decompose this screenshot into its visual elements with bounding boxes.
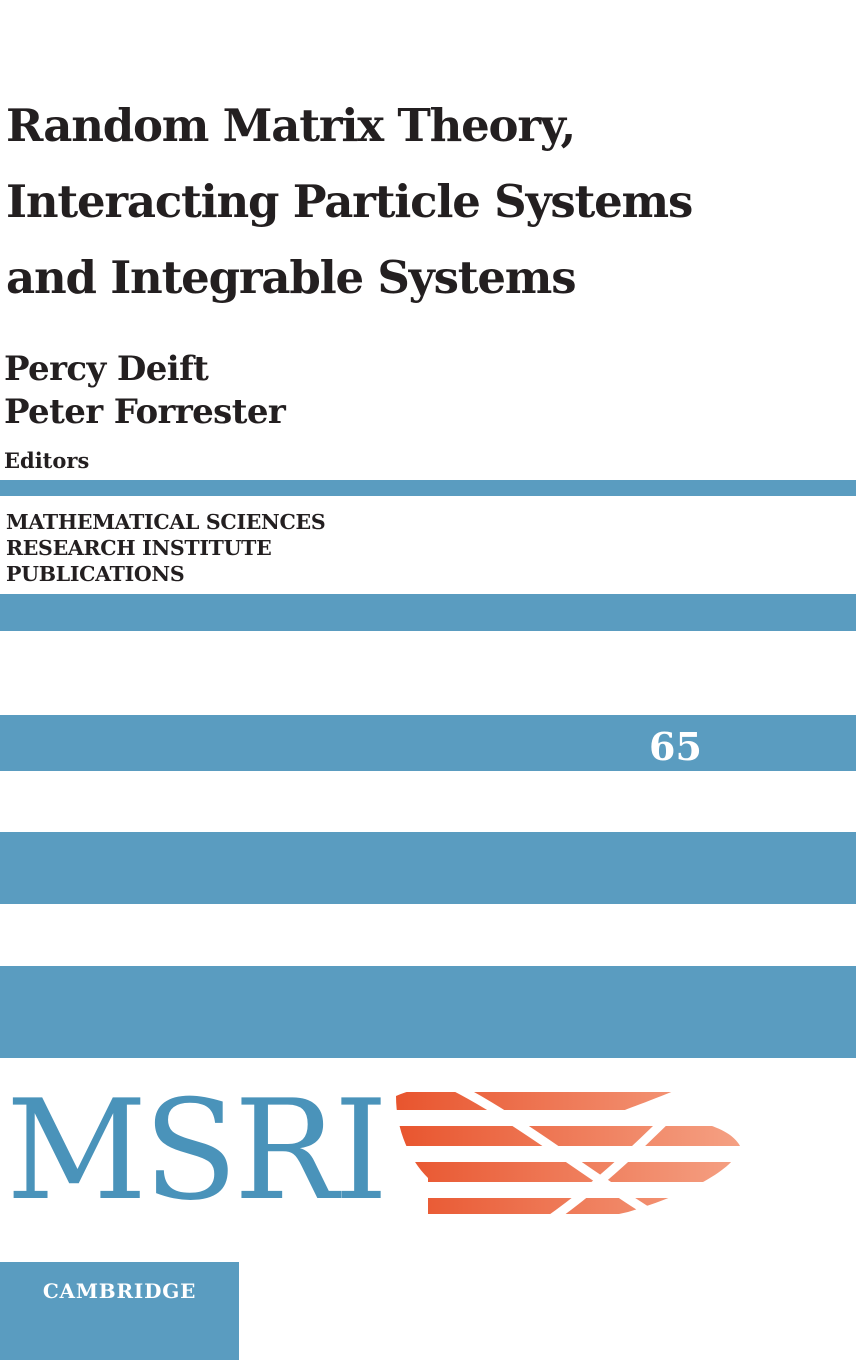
series-line-3: PUBLICATIONS — [6, 562, 185, 586]
title-line-3: and Integrable Systems — [6, 251, 577, 304]
series-line-1: MATHEMATICAL SCIENCES — [6, 510, 326, 534]
stripe-band-2 — [0, 594, 856, 631]
publisher-box — [0, 1262, 239, 1360]
editor-name-2: Peter Forrester — [4, 392, 286, 432]
editors-label: Editors — [4, 448, 90, 473]
stripe-band-3 — [0, 715, 856, 771]
editor-name-1: Percy Deift — [4, 349, 209, 389]
stripe-band-4 — [0, 832, 856, 904]
publisher-name: CAMBRIDGE — [42, 1279, 197, 1303]
stripe-band-5 — [0, 966, 856, 1058]
stripe-band-1 — [0, 480, 856, 496]
series-line-2: RESEARCH INSTITUTE — [6, 536, 272, 560]
msri-logo-text: MSRI — [6, 1070, 388, 1231]
title-line-2: Interacting Particle Systems — [6, 175, 693, 228]
volume-number: 65 — [649, 724, 702, 769]
title-line-1: Random Matrix Theory, — [6, 99, 576, 152]
msri-stripes-logo-icon — [388, 1068, 748, 1240]
book-title: Random Matrix Theory, Interacting Partic… — [6, 88, 846, 316]
series-name: MATHEMATICAL SCIENCES RESEARCH INSTITUTE… — [6, 509, 326, 587]
